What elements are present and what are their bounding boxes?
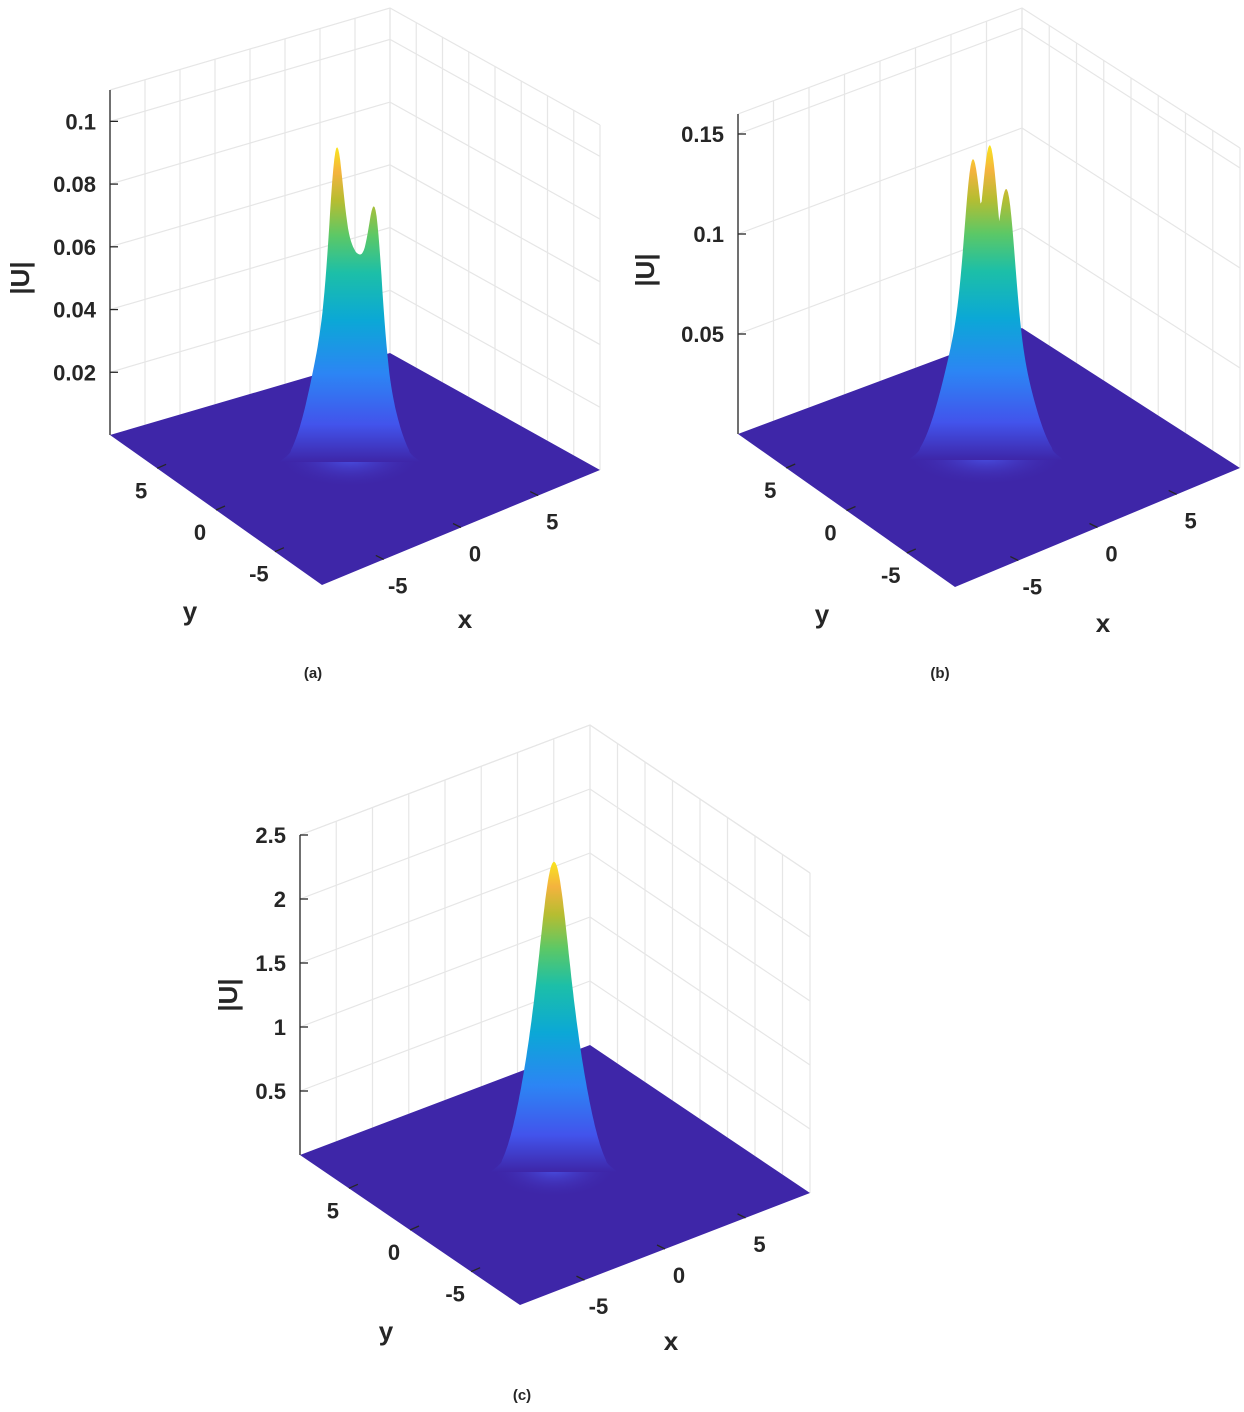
z-tick-label: 2 — [274, 887, 286, 912]
z-tick-label: 0.1 — [65, 109, 96, 134]
z-tick-label: 0.04 — [53, 298, 97, 323]
x-tick-mark — [576, 1275, 585, 1281]
y-axis-label: y — [815, 599, 830, 629]
grid-line — [737, 227, 1241, 369]
panel-caption: (a) — [304, 665, 322, 682]
panel-c: 0.5 1 1.5 2 2.5 -5 0 5 -5 0 5 x y |U| (c) — [213, 724, 811, 1404]
z-tick-label: 0.06 — [53, 235, 96, 260]
x-tick-mark — [737, 1213, 746, 1219]
y-tick-mark — [274, 547, 285, 553]
y-tick-label: 5 — [135, 478, 147, 503]
z-tick-label: 1.5 — [255, 951, 286, 976]
grid-line — [737, 7, 1241, 149]
x-tick-label: -5 — [1023, 575, 1043, 600]
x-tick-mark — [1089, 522, 1098, 529]
x-axis-label: x — [1096, 608, 1111, 638]
x-axis-label: x — [458, 604, 473, 634]
y-tick-mark — [846, 505, 856, 512]
z-tick-label: 2.5 — [255, 823, 286, 848]
grid-lines — [299, 724, 811, 1193]
grid-line — [109, 226, 601, 346]
y-tick-label: -5 — [445, 1282, 465, 1307]
y-tick-label: -5 — [249, 562, 269, 587]
z-tick-label: 0.02 — [53, 360, 96, 385]
grid-line — [737, 127, 1241, 269]
surface-peak — [908, 145, 1064, 460]
x-tick-mark — [375, 554, 385, 561]
x-tick-mark — [529, 490, 539, 497]
grid-line — [109, 101, 601, 220]
y-tick-label: -5 — [881, 563, 901, 588]
panel-b: 0.05 0.1 0.15 -5 0 5 -5 0 5 x y |U| (b) — [630, 7, 1241, 682]
grid-line — [109, 164, 601, 283]
z-axis-label: |U| — [630, 253, 660, 286]
panel-caption: (b) — [930, 665, 949, 682]
x-tick-label: 5 — [1185, 508, 1197, 533]
z-tick-label: 0.15 — [681, 122, 724, 147]
x-tick-label: 5 — [753, 1232, 765, 1257]
grid-line — [299, 852, 811, 1002]
grid-line — [299, 724, 811, 874]
grid-line — [109, 38, 601, 157]
grid-lines — [109, 7, 601, 470]
x-tick-label: 0 — [673, 1263, 685, 1288]
y-tick-label: 0 — [824, 521, 836, 546]
grid-line — [109, 289, 601, 408]
grid-line — [109, 7, 601, 126]
x-tick-mark — [1168, 489, 1177, 496]
z-tick-label: 0.5 — [255, 1079, 286, 1104]
y-tick-mark — [215, 505, 226, 511]
y-tick-mark — [409, 1225, 420, 1231]
z-tick-label: 1 — [274, 1015, 286, 1040]
z-axis-label: |U| — [213, 978, 243, 1011]
y-tick-mark — [470, 1267, 481, 1273]
z-tick-label: 0.05 — [681, 322, 724, 347]
x-tick-mark — [452, 522, 462, 529]
grid-line — [299, 724, 811, 874]
y-tick-mark — [156, 463, 167, 469]
x-tick-label: 0 — [1105, 542, 1117, 567]
y-tick-mark — [906, 548, 917, 554]
y-axis-label: y — [183, 596, 198, 626]
grid-lines — [737, 7, 1241, 468]
x-tick-mark — [1010, 555, 1019, 562]
grid-line — [737, 27, 1241, 169]
x-tick-label: -5 — [589, 1294, 609, 1319]
panel-caption: (c) — [513, 1387, 531, 1404]
y-tick-mark — [348, 1183, 359, 1189]
x-tick-mark — [656, 1244, 666, 1250]
y-tick-label: 5 — [764, 478, 776, 503]
grid-line — [299, 980, 811, 1130]
z-tick-label: 0.1 — [693, 222, 724, 247]
surface-peak — [279, 147, 421, 462]
grid-line — [299, 916, 811, 1066]
y-tick-label: 5 — [327, 1198, 339, 1223]
y-tick-mark — [785, 463, 796, 469]
surface-peak — [490, 861, 618, 1172]
grid-line — [299, 788, 811, 938]
y-tick-label: 0 — [194, 520, 206, 545]
y-tick-label: 0 — [388, 1240, 400, 1265]
x-axis-label: x — [664, 1326, 679, 1356]
panel-a: 0.02 0.04 0.06 0.08 0.1 -5 0 5 -5 0 5 x y |U| (a) — [5, 7, 601, 682]
z-axis-label: |U| — [5, 261, 35, 294]
x-tick-label: -5 — [388, 573, 408, 598]
x-tick-label: 5 — [546, 510, 558, 535]
z-tick-label: 0.08 — [53, 172, 96, 197]
y-axis-label: y — [379, 1316, 394, 1346]
x-tick-label: 0 — [469, 542, 481, 567]
